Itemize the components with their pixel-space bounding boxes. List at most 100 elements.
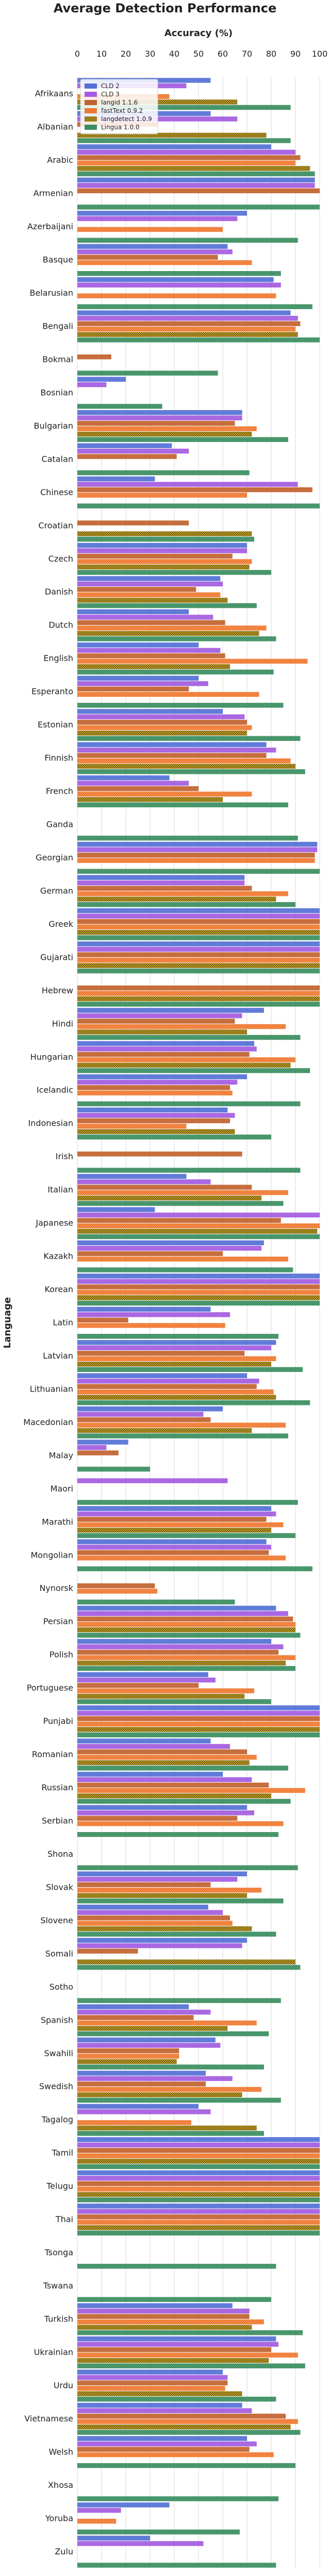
category-label-macedonian: Macedonian	[23, 1417, 73, 1427]
bar-russian-lingua-1-0-0	[77, 1799, 291, 1804]
category-label-lithuanian: Lithuanian	[30, 1384, 73, 1394]
legend-swatch-langdetect-1-0-9	[85, 116, 97, 122]
bar-serbian-lingua-1-0-0	[77, 1832, 279, 1837]
bar-romanian-lingua-1-0-0	[77, 1766, 288, 1771]
category-label-swahili: Swahili	[44, 2048, 73, 2058]
bar-hindi-lingua-1-0-0	[77, 1035, 301, 1040]
bar-arabic-langdetect-1-0-9	[77, 166, 310, 171]
bar-portuguese-cld-2	[77, 1672, 208, 1677]
bar-swahili-cld-3	[77, 2043, 221, 2048]
bar-swahili-langdetect-1-0-9	[77, 2059, 177, 2064]
bar-slovak-cld-3	[77, 1876, 238, 1882]
bar-tamil-langid-1-1-6	[77, 2148, 320, 2153]
bar-romanian-fasttext-0-9-2	[77, 1755, 257, 1760]
category-label-latin: Latin	[53, 1318, 73, 1328]
bar-polish-cld-2	[77, 1639, 271, 1644]
bar-punjabi-fasttext-0-9-2	[77, 1721, 320, 1727]
bar-irish-lingua-1-0-0	[77, 1167, 301, 1173]
bar-tamil-cld-3	[77, 2142, 320, 2148]
bar-welsh-cld-2	[77, 2436, 247, 2441]
bar-lithuanian-langid-1-1-6	[77, 1384, 257, 1389]
bar-belarusian-lingua-1-0-0	[77, 304, 312, 310]
bar-finnish-cld-3	[77, 748, 276, 753]
bar-slovene-cld-3	[77, 1910, 223, 1915]
bar-belarusian-fasttext-0-9-2	[77, 293, 276, 299]
bar-urdu-lingua-1-0-0	[77, 2396, 276, 2402]
bar-finnish-langid-1-1-6	[77, 753, 267, 758]
bar-portuguese-fasttext-0-9-2	[77, 1688, 255, 1693]
bar-punjabi-langdetect-1-0-9	[77, 1727, 320, 1732]
bar-lithuanian-lingua-1-0-0	[77, 1400, 310, 1405]
category-label-punjabi: Punjabi	[43, 1716, 74, 1726]
bar-bulgarian-lingua-1-0-0	[77, 437, 288, 442]
category-label-welsh: Welsh	[48, 2447, 73, 2456]
bar-welsh-lingua-1-0-0	[77, 2463, 295, 2468]
bar-persian-lingua-1-0-0	[77, 1633, 301, 1638]
bar-danish-cld-3	[77, 581, 223, 587]
bar-punjabi-cld-3	[77, 1710, 320, 1716]
category-label-ganda: Ganda	[46, 820, 73, 829]
category-label-italian: Italian	[47, 1185, 73, 1195]
category-label-gujarati: Gujarati	[40, 952, 73, 962]
bar-swedish-lingua-1-0-0	[77, 2097, 281, 2103]
bar-french-langdetect-1-0-9	[77, 797, 223, 802]
bar-chinese-langid-1-1-6	[77, 487, 312, 493]
bar-slovak-cld-2	[77, 1871, 247, 1876]
bar-italian-langid-1-1-6	[77, 1184, 252, 1190]
bar-russian-langdetect-1-0-9	[77, 1793, 271, 1799]
category-label-greek: Greek	[48, 919, 73, 929]
category-label-serbian: Serbian	[42, 1816, 73, 1826]
bar-slovene-langid-1-1-6	[77, 1915, 230, 1921]
y-axis-title: Language	[2, 1297, 13, 1348]
bar-ukrainian-langid-1-1-6	[77, 2347, 271, 2352]
bar-hebrew-langid-1-1-6	[77, 985, 320, 991]
bar-yoruba-cld-3	[77, 2507, 121, 2513]
bar-swedish-cld-2	[77, 2071, 206, 2076]
category-label-spanish: Spanish	[41, 2015, 73, 2025]
bar-latin-langid-1-1-6	[77, 1317, 128, 1323]
category-label-latvian: Latvian	[43, 1351, 73, 1361]
bar-turkish-cld-3	[77, 2309, 250, 2314]
bar-somali-cld-3	[77, 1943, 242, 1948]
category-label-german: German	[40, 886, 73, 895]
category-label-danish: Danish	[45, 587, 73, 597]
bar-gujarati-langdetect-1-0-9	[77, 963, 320, 968]
bar-spanish-fasttext-0-9-2	[77, 2020, 257, 2026]
bar-portuguese-lingua-1-0-0	[77, 1699, 271, 1704]
bar-hindi-langdetect-1-0-9	[77, 1029, 247, 1035]
bar-polish-lingua-1-0-0	[77, 1666, 295, 1671]
bar-italian-cld-3	[77, 1179, 211, 1184]
category-label-thai: Thai	[55, 2214, 73, 2224]
bar-mongolian-langid-1-1-6	[77, 1550, 269, 1555]
bar-japanese-fasttext-0-9-2	[77, 1223, 320, 1229]
bar-basque-lingua-1-0-0	[77, 271, 281, 276]
bar-bengali-cld-3	[77, 316, 298, 321]
bar-polish-fasttext-0-9-2	[77, 1655, 295, 1660]
bar-armenian-lingua-1-0-0	[77, 205, 320, 210]
bar-ukrainian-cld-2	[77, 2336, 276, 2342]
bar-thai-cld-2	[77, 2204, 320, 2209]
bar-slovene-fasttext-0-9-2	[77, 1921, 233, 1926]
x-tick-label-30: 30	[145, 49, 155, 59]
bar-german-cld-3	[77, 880, 245, 886]
bar-greek-cld-3	[77, 913, 320, 919]
bar-english-lingua-1-0-0	[77, 669, 274, 675]
bar-czech-langid-1-1-6	[77, 553, 233, 559]
bar-esperanto-cld-2	[77, 675, 199, 681]
category-label-korean: Korean	[45, 1284, 74, 1294]
bar-hindi-cld-3	[77, 1013, 242, 1019]
bar-japanese-lingua-1-0-0	[77, 1234, 320, 1240]
bars	[77, 78, 320, 2568]
bar-marathi-langdetect-1-0-9	[77, 1528, 271, 1533]
bar-estonian-langid-1-1-6	[77, 720, 247, 725]
bar-persian-langdetect-1-0-9	[77, 1627, 295, 1633]
legend-label-langid-1-1-6: langid 1.1.6	[101, 99, 138, 106]
category-label-zulu: Zulu	[55, 2547, 73, 2556]
category-label-marathi: Marathi	[42, 1517, 73, 1527]
bar-basque-langid-1-1-6	[77, 255, 218, 260]
bar-kazakh-lingua-1-0-0	[77, 1267, 293, 1273]
category-label-albanian: Albanian	[37, 122, 73, 132]
x-tick-label-70: 70	[242, 49, 252, 59]
bar-thai-langid-1-1-6	[77, 2214, 320, 2219]
bar-slovene-langdetect-1-0-9	[77, 1926, 252, 1931]
